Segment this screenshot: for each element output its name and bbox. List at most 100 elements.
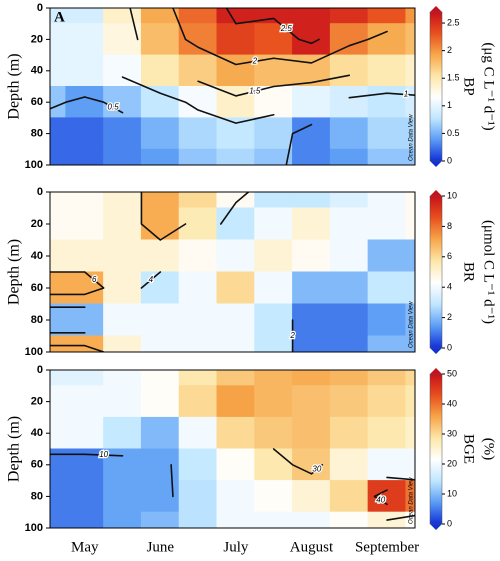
contour-label: 2 [289,331,295,340]
y-tick-label: 60 [31,282,43,294]
cell [65,8,105,25]
cell [65,117,105,150]
cell [140,385,180,418]
y-axis-label: Depth (m) [6,53,23,119]
cell [50,86,67,119]
cell [140,86,180,119]
cell [65,480,105,513]
y-tick-label: 100 [25,346,43,358]
y-tick-label: 80 [31,128,43,140]
colorbar-tick-label: 0 [447,155,452,165]
y-tick-label: 80 [31,314,43,326]
watermark: Ocean Data View [409,114,415,161]
cell [254,511,294,528]
cell [292,148,331,165]
cell [140,271,180,305]
cell [254,303,294,337]
x-tick-label: July [223,539,249,555]
cell [405,370,415,387]
cell [216,385,256,418]
cell [405,448,415,482]
cell [292,192,331,209]
contour-line [272,448,415,521]
cell [140,370,180,387]
cell [65,511,105,528]
x-tick-label: May [71,539,99,555]
cell [178,416,218,450]
contour-label: 6 [92,275,97,284]
cell [140,416,180,450]
cell [292,54,331,87]
cell [292,271,331,305]
cell [367,192,407,209]
cell [329,370,369,387]
cell [254,416,294,450]
cell [178,448,218,482]
cell [103,448,142,482]
cell [140,480,180,513]
cell [292,207,331,241]
contour-label: 0.5 [108,103,120,112]
cell [254,385,294,418]
cell [254,192,294,209]
colorbar-tick-label: 20 [447,458,457,468]
cell [405,54,415,87]
colorbar-cap [430,161,442,167]
cell [254,271,294,305]
cell [178,239,218,273]
cell [329,86,369,119]
cell [292,416,331,450]
watermark: Ocean Data View [409,301,415,348]
cell [405,335,415,352]
colorbar-tick-label: 0 [447,518,452,528]
cell [292,117,331,150]
cell [367,148,407,165]
cell [292,370,331,387]
cell [140,117,180,150]
cell [50,385,67,418]
cell [65,416,105,450]
heatmap: 10 30 40 [50,370,415,528]
cell [367,335,407,352]
cell [405,271,415,305]
contour-label: 4 [149,275,154,284]
colorbar-label: BR [461,262,477,282]
cell [50,370,67,387]
cell [178,8,218,25]
colorbar-cap [430,524,442,530]
cell [254,480,294,513]
cell [65,385,105,418]
cell [65,192,105,209]
y-tick-label: 60 [31,459,43,471]
cell [178,271,218,305]
cell [50,335,67,352]
cell [103,416,142,450]
cell [216,192,256,209]
cell [50,448,67,482]
colorbar-label: (μmol C L⁻¹ d⁻¹) [481,220,497,324]
colorbar-label: (%) [481,438,497,461]
cell [178,511,218,528]
cell [405,86,415,119]
colorbar [429,373,443,525]
cell [65,335,105,352]
contour-line [50,192,187,352]
cell [50,511,67,528]
panel-label: A [54,9,65,25]
contour-line [121,76,415,124]
colorbar-tick-label: 2 [447,312,452,322]
colorbar-label: BP [461,77,477,95]
cell [405,416,415,450]
cell [367,207,407,241]
y-tick-label: 20 [31,396,43,408]
colorbar-tick-label: 8 [447,221,452,231]
cell [367,117,407,150]
colorbar-tick-label: 4 [447,282,452,292]
cell [50,148,67,165]
cell [292,385,331,418]
cell [292,239,331,273]
watermark: Ocean Data View [409,477,415,524]
cell [329,448,369,482]
cell [329,271,369,305]
cell [405,239,415,273]
